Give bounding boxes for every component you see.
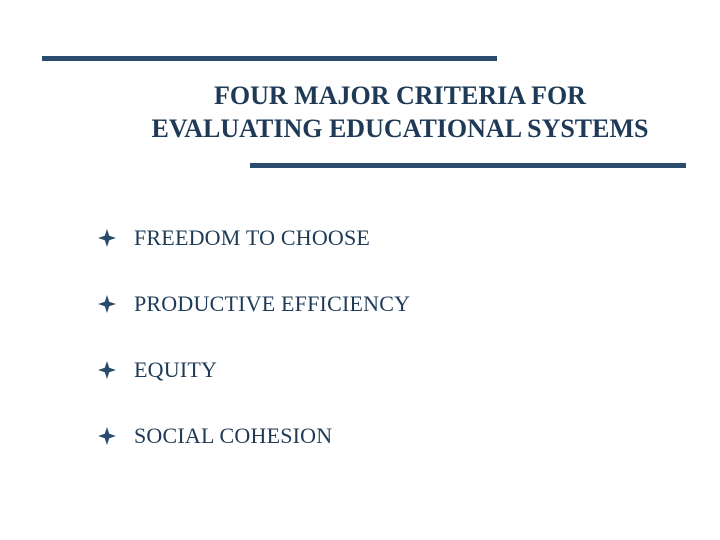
list-item: SOCIAL COHESION: [98, 423, 410, 449]
star-bullet-icon: [98, 361, 116, 379]
title-underline-rule: [250, 163, 686, 168]
star-shape: [98, 295, 116, 313]
list-item: EQUITY: [98, 357, 410, 383]
star-bullet-icon: [98, 295, 116, 313]
star-shape: [98, 361, 116, 379]
bullet-label: SOCIAL COHESION: [134, 423, 332, 449]
top-horizontal-rule: [42, 56, 497, 61]
star-bullet-icon: [98, 229, 116, 247]
bullet-label: EQUITY: [134, 357, 217, 383]
star-shape: [98, 229, 116, 247]
star-bullet-icon: [98, 427, 116, 445]
bullet-list: FREEDOM TO CHOOSE PRODUCTIVE EFFICIENCY …: [98, 225, 410, 489]
list-item: PRODUCTIVE EFFICIENCY: [98, 291, 410, 317]
title-line-1: FOUR MAJOR CRITERIA FOR: [214, 81, 586, 110]
title-line-2: EVALUATING EDUCATIONAL SYSTEMS: [151, 114, 648, 143]
star-shape: [98, 427, 116, 445]
bullet-label: FREEDOM TO CHOOSE: [134, 225, 370, 251]
list-item: FREEDOM TO CHOOSE: [98, 225, 410, 251]
slide-title: FOUR MAJOR CRITERIA FOR EVALUATING EDUCA…: [120, 80, 680, 145]
bullet-label: PRODUCTIVE EFFICIENCY: [134, 291, 410, 317]
